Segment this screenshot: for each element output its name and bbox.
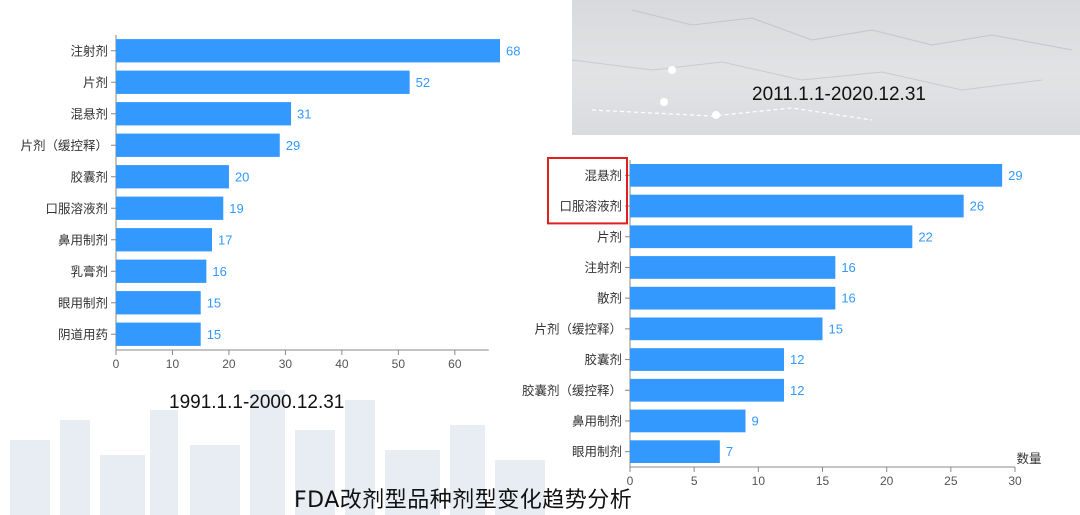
value-label: 22	[918, 229, 932, 244]
category-label: 鼻用制剂	[572, 413, 622, 428]
bar	[116, 70, 410, 94]
bar	[116, 259, 207, 283]
axis-group: 0 10 20 30 40 50 60	[111, 35, 489, 371]
x-tick-label: 0	[113, 357, 120, 371]
x-tick-label: 15	[816, 474, 830, 485]
x-tick-label: 20	[880, 474, 894, 485]
value-label: 31	[297, 106, 311, 121]
x-tick-label: 60	[448, 357, 462, 371]
bar	[630, 256, 836, 279]
map-decoration	[571, 9, 1073, 121]
x-axis-title: 数量	[1016, 451, 1041, 466]
value-label: 15	[207, 295, 221, 310]
period-label-2011-2020: 2011.1.1-2020.12.31	[752, 84, 926, 105]
category-label: 散剂	[597, 291, 622, 306]
bar	[630, 348, 784, 371]
x-tick-label: 50	[392, 357, 406, 371]
category-label: 胶囊剂	[70, 169, 108, 184]
value-label: 12	[790, 352, 804, 367]
category-label: 注射剂	[70, 43, 108, 58]
bar-chart-2011-2020: 0 5 10 15 20 25 30 混悬剂 29 口服溶液剂 26 片剂 22 注射剂 16 散剂 16 片剂（…	[522, 157, 1042, 485]
x-tick-label: 20	[222, 357, 236, 371]
value-label: 19	[229, 201, 243, 216]
category-label: 口服溶液剂	[45, 201, 108, 216]
bar	[116, 133, 280, 157]
value-label: 52	[416, 75, 430, 90]
bar	[116, 196, 224, 220]
category-label: 乳膏剂	[70, 264, 108, 279]
value-label: 9	[752, 413, 759, 428]
value-label: 17	[218, 232, 232, 247]
bar	[630, 194, 964, 218]
x-tick-label: 5	[691, 474, 698, 485]
footer-title: FDA改剂型品种剂型变化趋势分析	[294, 488, 633, 513]
category-label: 混悬剂	[70, 106, 108, 121]
bar	[630, 378, 784, 402]
value-label: 29	[286, 138, 300, 153]
value-label: 16	[212, 264, 226, 279]
x-tick-label: 10	[166, 357, 180, 371]
bar	[630, 317, 823, 341]
category-label: 鼻用制剂	[58, 232, 108, 247]
bar	[630, 440, 720, 464]
value-label: 15	[829, 321, 843, 336]
category-label: 片剂	[83, 75, 108, 90]
value-label: 26	[970, 199, 984, 214]
x-tick-label: 30	[1008, 474, 1022, 485]
category-label: 胶囊剂（缓控释）	[522, 383, 622, 398]
bar	[630, 286, 836, 310]
value-label: 20	[235, 169, 249, 184]
value-label: 16	[841, 291, 855, 306]
value-label: 7	[726, 444, 733, 459]
bar	[116, 228, 212, 252]
category-label: 胶囊剂	[584, 352, 622, 367]
bar	[116, 291, 201, 315]
category-label: 注射剂	[584, 260, 622, 275]
map-background	[571, 0, 1080, 135]
category-label: 眼用制剂	[58, 295, 108, 310]
category-label: 眼用制剂	[572, 444, 622, 459]
category-label: 片剂（缓控释）	[534, 321, 622, 336]
city-skyline-background	[10, 390, 545, 515]
bar	[116, 39, 500, 63]
period-label-1991-2000: 1991.1.1-2000.12.31	[169, 392, 345, 413]
x-tick-label: 40	[335, 357, 349, 371]
category-label: 混悬剂	[584, 168, 622, 183]
x-tick-label: 10	[752, 474, 766, 485]
bar	[630, 163, 1003, 187]
category-label: 阴道用药	[58, 327, 108, 342]
bar	[630, 409, 746, 433]
category-label: 片剂（缓控释）	[20, 138, 108, 153]
bar	[630, 225, 913, 249]
x-tick-label: 25	[944, 474, 958, 485]
value-label: 15	[207, 327, 221, 342]
bar-chart-1991-2000: 0 10 20 30 40 50 60 注射剂 68 片剂 52 混悬剂 31 片剂（缓控释） 29 胶囊剂 2…	[20, 35, 520, 371]
value-label: 29	[1008, 168, 1022, 183]
highlight-box	[547, 157, 628, 225]
bar	[116, 165, 229, 189]
category-label: 片剂	[597, 229, 622, 244]
value-label: 12	[790, 383, 804, 398]
x-tick-label: 30	[279, 357, 293, 371]
bar	[116, 322, 201, 346]
category-label: 口服溶液剂	[559, 199, 622, 214]
value-label: 16	[841, 260, 855, 275]
x-tick-label: 0	[627, 474, 634, 485]
bar	[116, 102, 292, 126]
value-label: 68	[506, 43, 520, 58]
